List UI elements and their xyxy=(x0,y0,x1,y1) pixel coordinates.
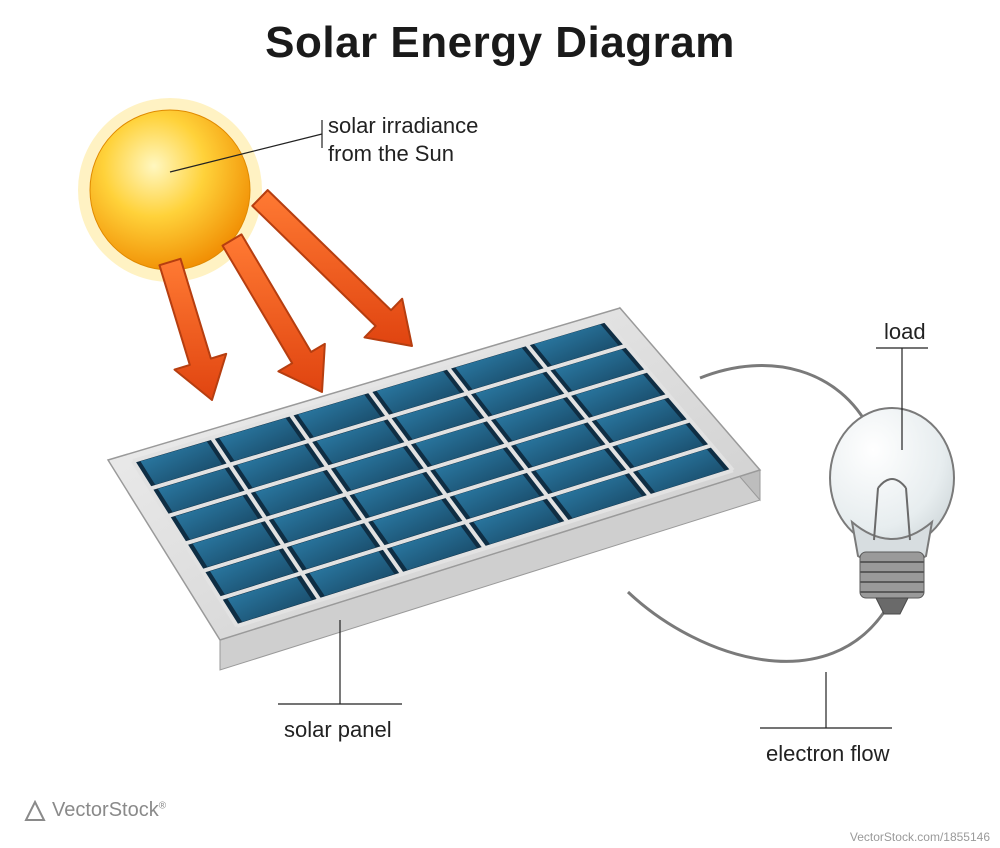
watermark: VectorStock® xyxy=(24,799,166,822)
image-attribution: VectorStock.com/1855146 xyxy=(850,830,990,844)
watermark-logo-icon xyxy=(24,800,46,822)
lightbulb-icon xyxy=(830,408,954,614)
diagram-canvas xyxy=(0,0,1000,848)
watermark-text: VectorStock® xyxy=(52,799,166,822)
